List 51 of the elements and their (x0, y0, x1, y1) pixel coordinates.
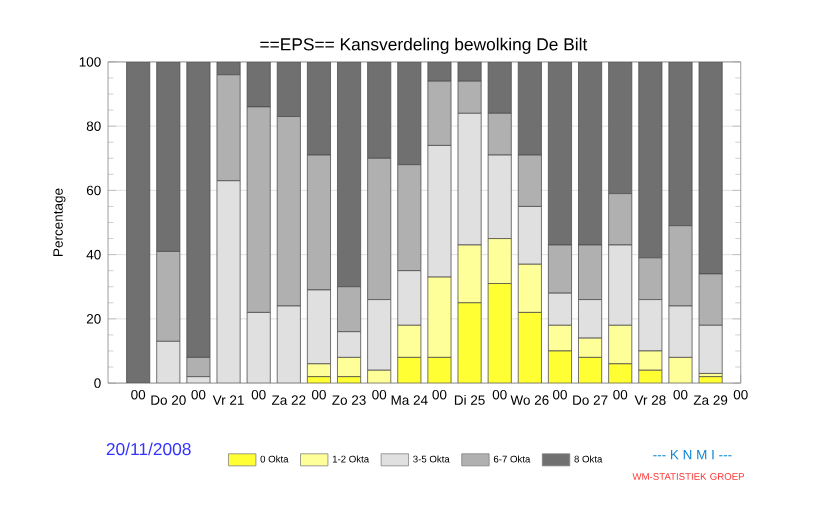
bar (306, 154, 331, 291)
bar (367, 61, 392, 159)
bar (608, 244, 633, 326)
bar (306, 289, 331, 364)
bar (397, 61, 422, 165)
bar (306, 61, 331, 156)
bar (337, 331, 362, 358)
bar (578, 244, 603, 300)
bar (638, 61, 663, 258)
bar (487, 282, 512, 383)
bar (668, 61, 693, 226)
bar (487, 61, 512, 114)
bar (397, 164, 422, 271)
bar (638, 298, 663, 352)
bar (457, 302, 482, 383)
chart-title: ==EPS== Kansverdeling bewolking De Bilt (260, 37, 588, 54)
bar (457, 112, 482, 246)
bar (367, 157, 392, 300)
bar (608, 61, 633, 194)
bar (367, 298, 392, 371)
bar (246, 61, 271, 108)
bar (337, 286, 362, 332)
text: 20/11/2008 (106, 442, 191, 456)
bar (517, 61, 542, 156)
bar (337, 61, 362, 287)
bar (186, 356, 211, 377)
bar (608, 324, 633, 364)
bar (457, 244, 482, 303)
bar (547, 244, 572, 294)
bar (578, 298, 603, 339)
bar (517, 154, 542, 207)
bar (578, 61, 603, 246)
bar (487, 154, 512, 239)
bar (156, 340, 181, 383)
bar (397, 270, 422, 326)
bar (547, 61, 572, 246)
bar (517, 311, 542, 383)
bar (638, 257, 663, 300)
bar (397, 324, 422, 358)
bar (487, 237, 512, 284)
bar (698, 61, 723, 275)
bar (126, 61, 151, 383)
bar (517, 205, 542, 265)
bar (698, 324, 723, 374)
bar (547, 292, 572, 326)
bar (186, 61, 211, 358)
bar (156, 61, 181, 252)
bar (517, 263, 542, 313)
bar (608, 192, 633, 246)
bar (276, 61, 301, 117)
bar (668, 225, 693, 307)
